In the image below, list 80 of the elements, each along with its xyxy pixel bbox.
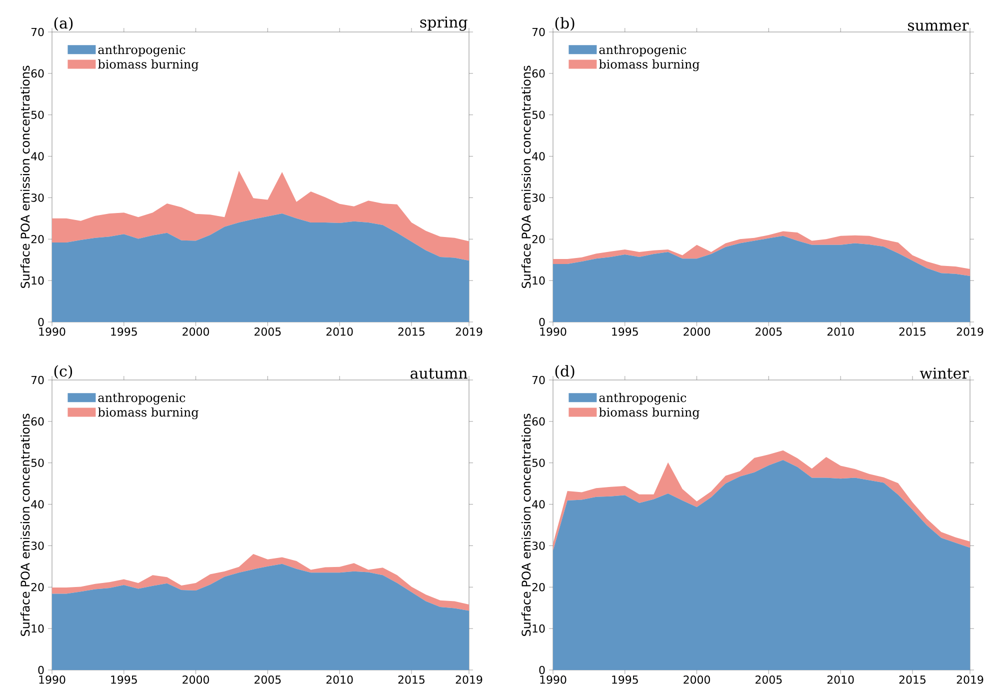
y-tick-label: 70 (532, 28, 545, 36)
y-tick-label: 10 (32, 624, 44, 633)
y-tick-label: 60 (532, 69, 545, 78)
y-axis-title: Surface POA emission concentrations (521, 66, 531, 288)
y-tick-label: 70 (31, 376, 44, 384)
x-tick-label: 2005 (254, 328, 281, 336)
y-tick-label: 50 (31, 458, 44, 467)
text: (d) (555, 365, 574, 379)
x-tick-label: 1995 (111, 328, 137, 336)
x-tick-label: 2010 (827, 676, 854, 684)
chart-title: autumn (410, 368, 468, 379)
y-tick-label: 60 (31, 69, 44, 78)
x-tick-label: 2000 (182, 328, 209, 336)
chart-title: summer (908, 22, 969, 31)
x-tick-label: 1990 (540, 676, 566, 684)
y-tick-label: 40 (532, 500, 545, 508)
x-tick-label: 2000 (182, 676, 209, 684)
y-tick-label: 20 (31, 234, 44, 244)
x-tick-label: 2019 (956, 676, 984, 684)
x-tick-label: 2015 (899, 328, 926, 336)
y-tick-label: 40 (532, 152, 545, 160)
y-tick-label: 0 (38, 318, 44, 326)
x-tick-label: 2015 (899, 676, 926, 684)
y-tick-label: 30 (31, 542, 44, 550)
x-tick-label: 1990 (39, 676, 66, 684)
x-tick-label: 2019 (456, 328, 482, 336)
y-tick-label: 70 (532, 376, 545, 384)
x-tick-label: 2005 (756, 676, 782, 684)
x-tick-label: 1990 (39, 328, 66, 336)
x-tick-label: 2010 (326, 328, 353, 336)
legend-label: biomass burning (98, 59, 198, 72)
y-tick-label: 0 (38, 666, 44, 674)
y-tick-label: 70 (31, 28, 44, 36)
x-tick-label: 2015 (398, 328, 424, 336)
y-tick-label: 20 (31, 582, 44, 592)
legend-label: biomass burning (599, 59, 700, 72)
y-tick-label: 0 (539, 318, 545, 326)
y-tick-label: 50 (31, 110, 44, 119)
x-tick-label: 2015 (398, 676, 424, 684)
y-axis-title: Surface POA emission concentrations (20, 66, 30, 288)
x-tick-label: 2005 (254, 676, 281, 684)
x-tick-label: 1995 (612, 328, 638, 336)
x-tick-label: 2019 (956, 328, 984, 336)
text: (b) (555, 17, 574, 31)
legend-label: anthropogenic (98, 392, 186, 405)
chart-title: spring (420, 16, 468, 31)
y-tick-label: 50 (532, 110, 545, 119)
y-axis-title: Surface POA emission concentrations (521, 414, 531, 636)
legend-label: anthropogenic (599, 392, 686, 405)
x-tick-label: 2005 (756, 328, 782, 336)
legend-label: anthropogenic (98, 44, 186, 57)
legend-label: anthropogenic (599, 44, 686, 57)
text: (a) (54, 17, 73, 31)
y-tick-label: 10 (532, 624, 545, 633)
y-tick-label: 20 (532, 582, 545, 592)
x-tick-label: 1995 (111, 676, 137, 684)
legend-label: biomass burning (98, 407, 198, 420)
y-tick-label: 40 (31, 500, 44, 508)
x-tick-label: 2019 (456, 676, 482, 684)
y-tick-label: 20 (532, 234, 545, 244)
y-tick-label: 60 (532, 417, 545, 426)
y-tick-label: 30 (31, 194, 44, 202)
y-tick-label: 10 (32, 276, 44, 285)
text: (c) (54, 365, 72, 379)
legend-label: biomass burning (599, 407, 700, 420)
y-tick-label: 10 (532, 276, 545, 285)
y-tick-label: 0 (539, 666, 545, 674)
x-tick-label: 2010 (326, 676, 353, 684)
chart-title: winter (920, 368, 969, 379)
y-tick-label: 40 (31, 152, 44, 160)
y-tick-label: 30 (532, 194, 545, 202)
y-tick-label: 60 (31, 417, 44, 426)
x-tick-label: 2010 (827, 328, 854, 336)
y-tick-label: 30 (532, 542, 545, 550)
x-tick-label: 1995 (612, 676, 638, 684)
x-tick-label: 1990 (540, 328, 566, 336)
y-tick-label: 50 (532, 458, 545, 467)
x-tick-label: 2000 (684, 676, 710, 684)
x-tick-label: 2000 (684, 328, 710, 336)
y-axis-title: Surface POA emission concentrations (20, 414, 30, 636)
